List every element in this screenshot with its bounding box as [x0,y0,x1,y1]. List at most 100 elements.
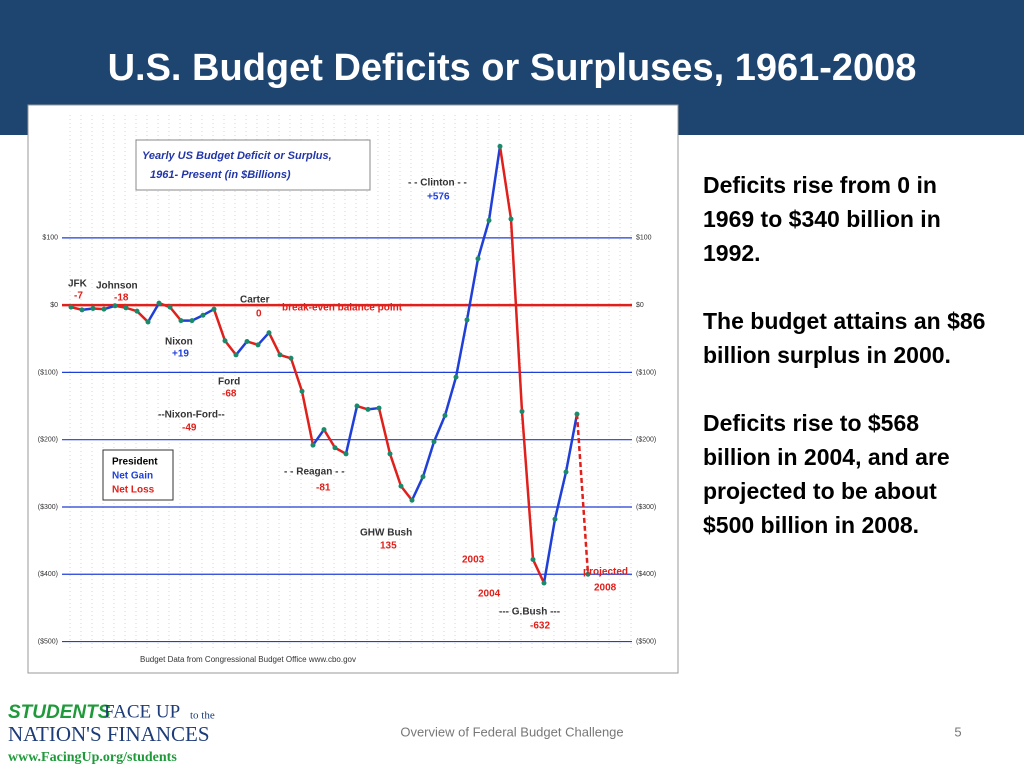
line-segment [146,302,161,323]
line-segment [443,376,458,416]
data-point [244,338,250,344]
data-point [200,312,206,318]
data-point [574,411,580,417]
data-point [79,307,85,313]
data-point [453,374,459,380]
line-segment [564,413,579,473]
y-tick-label: ($200) [38,437,58,444]
data-point [299,388,305,394]
data-point [420,474,426,480]
y-tick-label: $100 [636,235,652,242]
data-point [541,580,547,586]
annotation: -7 [74,291,83,302]
bullet: Deficits rise to $568 billion in 2004, a… [703,410,950,538]
chart-title: Yearly US Budget Deficit or Surplus, [142,150,332,162]
data-point [398,483,404,489]
annotation: -81 [316,483,331,494]
data-point [145,319,151,325]
line-segment [377,407,392,455]
annotation: 135 [380,541,397,552]
y-tick-label: $0 [50,302,58,309]
annotation: +19 [172,349,189,360]
data-point [431,439,437,445]
annotation: -18 [114,293,129,304]
annotation: 2004 [478,589,501,600]
y-tick-label: ($500) [38,638,58,645]
data-point [112,303,118,309]
data-point [167,304,173,310]
logo-faceup: FACE UP [104,701,180,722]
legend-entry: President [112,457,158,468]
line-segment [224,340,237,356]
line-segment [520,411,535,560]
line-segment [542,518,557,584]
data-point [233,352,239,358]
annotation: JFK [68,279,88,290]
line-segment [400,485,413,502]
line-segment [498,146,513,220]
annotation: break-even balance point [282,303,403,314]
footer-caption: Overview of Federal Budget Challenge [400,724,623,739]
chart: $100 $100 $0 $0 ($100) ($100) ($200) ($200) ($30… [38,115,656,664]
line-segment [344,405,359,455]
data-point [486,217,492,223]
line-segment [432,414,447,443]
data-point [211,306,217,312]
annotation: GHW Bush [360,528,412,539]
data-point [519,408,525,414]
line-segment [311,428,326,446]
legend-entry: Net Loss [112,485,155,496]
data-point [442,412,448,418]
y-tick-label: ($400) [38,571,58,578]
data-point [255,342,261,348]
data-point [123,305,129,311]
data-point [189,318,195,324]
slide-title: U.S. Budget Deficits or Surpluses, 1961-… [108,47,917,89]
data-point [552,516,558,522]
data-point [266,330,272,336]
chart-title-box [135,139,371,191]
logo-finances: NATION'S FINANCES [8,722,210,746]
data-point [387,451,393,457]
y-tick-label: $0 [636,302,644,309]
y-tick-label: ($100) [636,369,656,376]
line-segment [136,310,149,323]
line-segment [322,428,337,449]
annotation: Nixon [165,337,193,348]
line-segment [553,471,568,520]
annotation: Carter [240,295,270,306]
logo-students: STUDENTS [8,702,111,723]
data-point [409,497,415,503]
data-point [343,451,349,457]
chart-title: 1961- Present (in $Billions) [150,169,291,181]
line-segment [235,340,248,356]
line-segment [509,218,524,412]
line-segment [257,331,270,346]
data-point [585,571,591,577]
line-segment [487,146,502,221]
data-point [134,308,140,314]
data-point [101,306,107,312]
data-point [68,304,74,310]
data-point [376,405,382,411]
data-point [90,305,96,311]
line-segment [454,319,469,378]
data-point [530,556,536,562]
data-point [178,318,184,324]
annotation: -68 [222,389,237,400]
line-segment [267,332,282,356]
line-segment [465,258,480,321]
data-point [508,216,514,222]
data-point [332,445,338,451]
line-segment [388,453,403,487]
data-point [563,469,569,475]
page-number: 5 [954,724,961,739]
annotation: projected [583,567,628,578]
bullet: The budget attains an $86 billion surplu… [703,308,986,368]
bullets: Deficits rise from 0 in 1969 to $340 bil… [703,168,993,576]
annotation: - - Reagan - - [284,467,345,478]
logo-url: www.FacingUp.org/students [8,750,177,765]
line-segment [421,441,436,478]
y-tick-label: ($100) [38,369,58,376]
annotation: +576 [427,192,450,203]
